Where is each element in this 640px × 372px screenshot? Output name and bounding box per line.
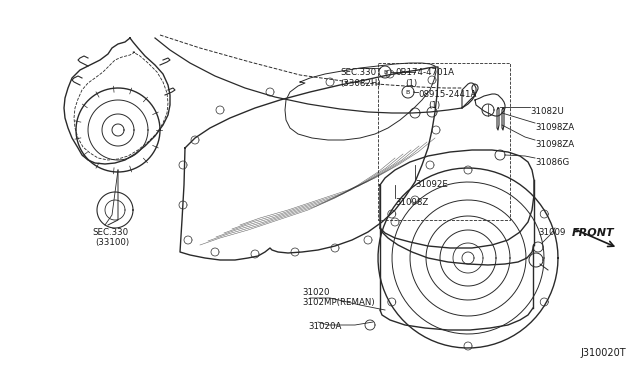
Text: J310020T: J310020T	[580, 348, 626, 358]
Text: 31082U: 31082U	[530, 107, 564, 116]
Text: 31098ZA: 31098ZA	[535, 140, 574, 149]
Text: 31009: 31009	[538, 228, 565, 237]
Text: B: B	[383, 70, 387, 74]
Text: 31098ZA: 31098ZA	[535, 123, 574, 132]
Text: 31092E: 31092E	[415, 180, 448, 189]
Text: 31098Z: 31098Z	[395, 198, 428, 207]
Text: FRONT: FRONT	[572, 228, 614, 238]
Text: 3102MP(REMAN): 3102MP(REMAN)	[302, 298, 374, 307]
Text: 0B174-4701A: 0B174-4701A	[395, 68, 454, 77]
Text: B: B	[406, 90, 410, 94]
Text: 31086G: 31086G	[535, 158, 569, 167]
Text: SEC.330: SEC.330	[92, 228, 128, 237]
Text: (1): (1)	[428, 101, 440, 110]
Text: 08915-2441A: 08915-2441A	[418, 90, 476, 99]
Text: (33082H): (33082H)	[340, 79, 381, 88]
Text: SEC.330: SEC.330	[340, 68, 376, 77]
Text: 31020: 31020	[302, 288, 330, 297]
Text: (33100): (33100)	[95, 238, 129, 247]
Text: 31020A: 31020A	[308, 322, 341, 331]
Text: (1): (1)	[405, 79, 417, 88]
